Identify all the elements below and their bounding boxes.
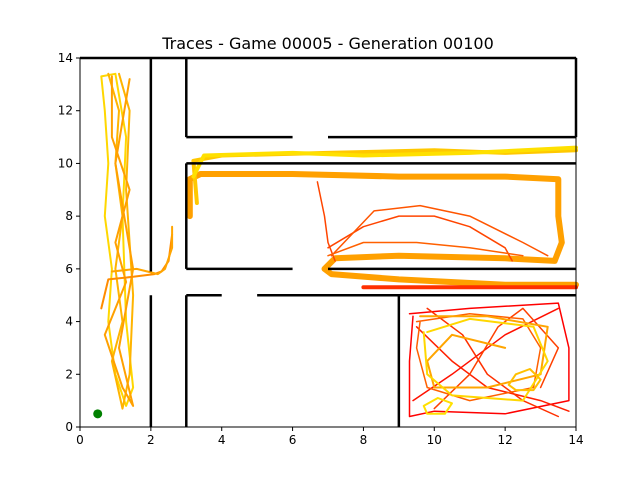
- x-tick-label: 12: [498, 433, 513, 447]
- y-tick-label: 8: [65, 209, 73, 223]
- plot-frame: [79, 57, 577, 428]
- x-tick-label: 14: [568, 433, 583, 447]
- trace-line-20: [419, 315, 549, 389]
- y-tick-label: 12: [58, 104, 73, 118]
- trace-line-1: [100, 72, 135, 407]
- trace-line-17: [426, 307, 560, 418]
- trace-line-6: [186, 171, 579, 288]
- x-tick-label: 2: [147, 433, 155, 447]
- trace-line-16: [412, 307, 560, 402]
- trace-line-8: [191, 145, 578, 179]
- y-axis-ticks: 0 2 4 6 8 10 12 14: [58, 51, 80, 434]
- y-tick-label: 4: [65, 315, 73, 329]
- y-tick-label: 10: [58, 156, 73, 170]
- x-tick-label: 0: [76, 433, 84, 447]
- x-axis-ticks: 0 2 4 6 8 10 12 14: [76, 427, 584, 447]
- trace-line-10: [327, 215, 513, 262]
- x-tick-label: 10: [427, 433, 442, 447]
- start-marker-group: [93, 409, 103, 419]
- y-tick-label: 0: [65, 420, 73, 434]
- chart-title: Traces - Game 00005 - Generation 00100: [161, 34, 494, 53]
- y-tick-label: 2: [65, 367, 73, 381]
- y-tick-label: 14: [58, 51, 73, 65]
- x-tick-label: 8: [360, 433, 368, 447]
- trace-line-5: [110, 225, 174, 276]
- trace-line-3: [103, 75, 135, 407]
- trace-line-23: [422, 397, 453, 415]
- trace-line-12: [327, 241, 524, 257]
- start-marker: [93, 409, 103, 419]
- trace-series-group: [100, 72, 579, 418]
- trace-line-22: [507, 368, 542, 392]
- x-tick-label: 4: [218, 433, 226, 447]
- trace-line-9: [316, 181, 336, 262]
- trace-line-11: [330, 204, 549, 257]
- y-tick-label: 6: [65, 262, 73, 276]
- x-tick-label: 6: [289, 433, 297, 447]
- trace-line-21: [422, 317, 549, 402]
